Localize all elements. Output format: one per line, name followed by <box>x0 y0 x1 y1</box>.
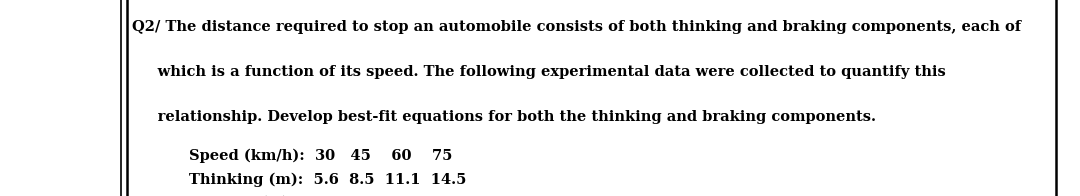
Text: Speed (km/h):  30   45    60    75: Speed (km/h): 30 45 60 75 <box>189 149 453 163</box>
Text: Thinking (m):  5.6  8.5  11.1  14.5: Thinking (m): 5.6 8.5 11.1 14.5 <box>189 172 467 187</box>
Text: Q2/ The distance required to stop an automobile consists of both thinking and br: Q2/ The distance required to stop an aut… <box>132 20 1021 34</box>
Text: relationship. Develop best-fit equations for both the thinking and braking compo: relationship. Develop best-fit equations… <box>132 110 876 124</box>
Text: which is a function of its speed. The following experimental data were collected: which is a function of its speed. The fo… <box>132 65 945 79</box>
